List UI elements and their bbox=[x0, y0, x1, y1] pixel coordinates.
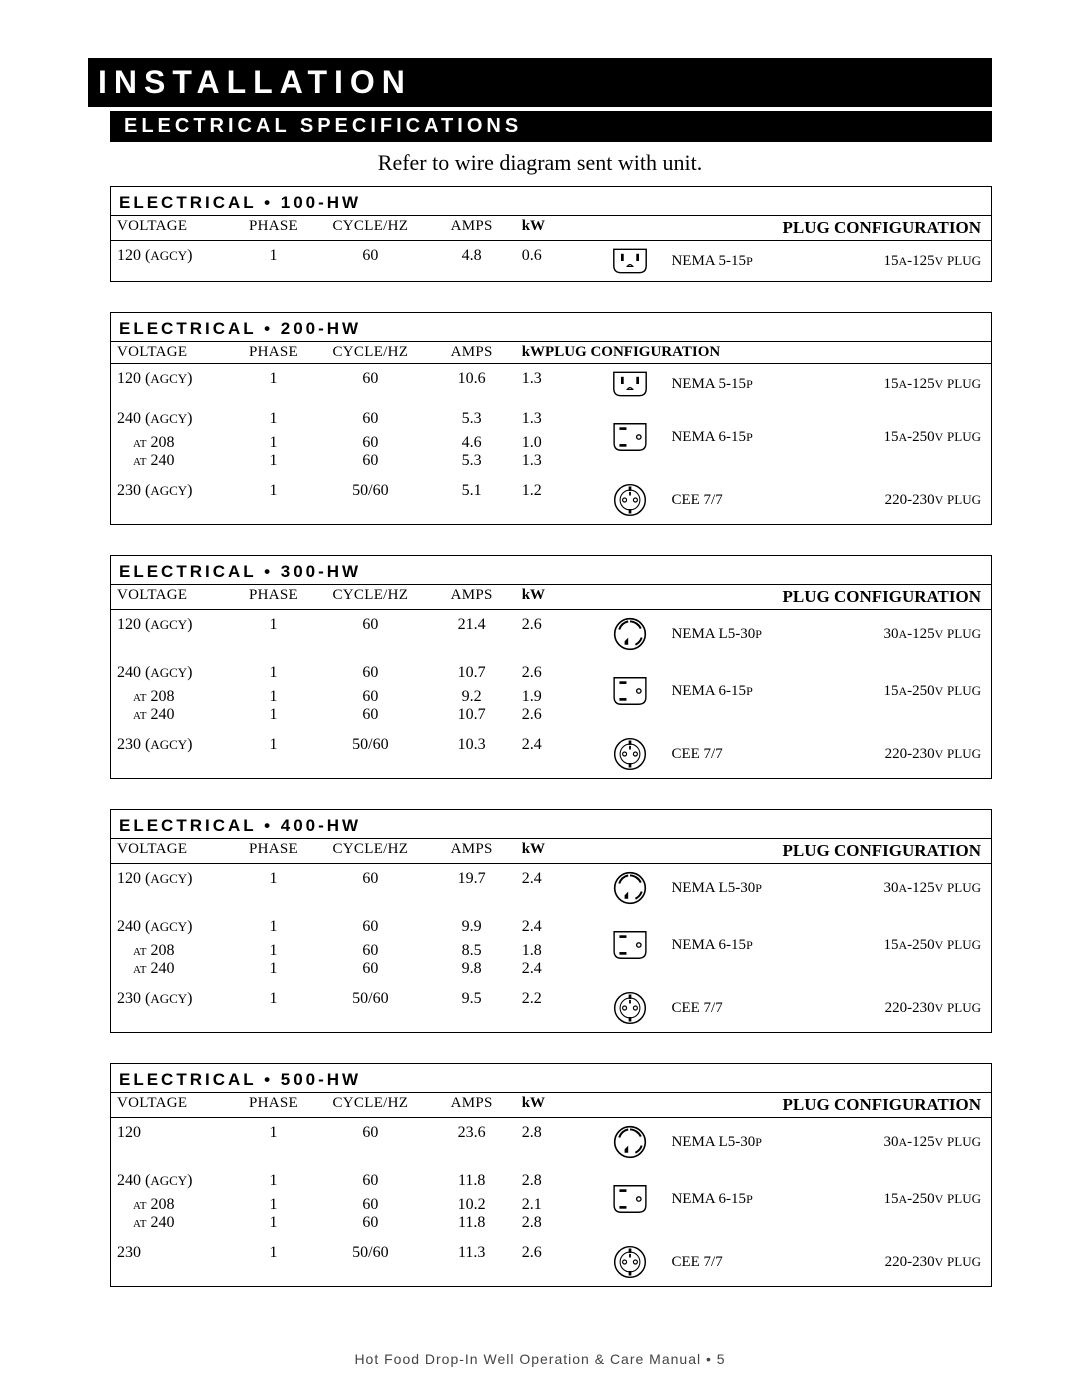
table-title: ELECTRICAL • 300-HW bbox=[111, 556, 992, 585]
nema-6-15p-icon bbox=[612, 930, 648, 960]
spec-table: ELECTRICAL • 200-HWVOLTAGEPHASECYCLE/HZA… bbox=[110, 312, 992, 525]
nema-6-15p-icon bbox=[612, 676, 648, 706]
col-voltage: VOLTAGE bbox=[111, 216, 234, 241]
nema-6-15p-icon bbox=[612, 1184, 648, 1214]
table-row: 230 (AGCY)150/6010.32.4CEE 7/7220-230V P… bbox=[111, 730, 992, 779]
table-title: ELECTRICAL • 100-HW bbox=[111, 187, 992, 216]
col-cycle: CYCLE/HZ bbox=[313, 585, 428, 610]
section-heading: ELECTRICAL SPECIFICATIONS bbox=[110, 111, 992, 142]
nema-l5-30p-icon bbox=[612, 1124, 648, 1160]
nema-l5-30p-icon bbox=[612, 870, 648, 906]
col-plug: PLUG CONFIGURATION bbox=[665, 585, 991, 610]
cee-7-7-icon bbox=[612, 990, 648, 1026]
spec-tables: ELECTRICAL • 100-HWVOLTAGEPHASECYCLE/HZA… bbox=[88, 186, 992, 1287]
table-row: 230150/6011.32.6CEE 7/7220-230V PLUG bbox=[111, 1238, 992, 1287]
spec-table: ELECTRICAL • 400-HWVOLTAGEPHASECYCLE/HZA… bbox=[110, 809, 992, 1033]
col-plug: PLUG CONFIGURATION bbox=[665, 839, 991, 864]
table-row: 230 (AGCY)150/605.11.2CEE 7/7220-230V PL… bbox=[111, 476, 992, 525]
table-row: 120 (AGCY)16021.42.6NEMA L5-30P30A-125V … bbox=[111, 610, 992, 659]
cee-7-7-icon bbox=[612, 736, 648, 772]
col-plug: PLUG CONFIGURATION bbox=[665, 1093, 991, 1118]
col-amps: AMPS bbox=[428, 342, 516, 364]
cee-7-7-icon bbox=[612, 1244, 648, 1280]
col-phase: PHASE bbox=[234, 216, 313, 241]
table-title: ELECTRICAL • 400-HW bbox=[111, 810, 992, 839]
col-kw: kW bbox=[516, 1093, 595, 1118]
col-amps: AMPS bbox=[428, 585, 516, 610]
col-phase: PHASE bbox=[234, 342, 313, 364]
col-cycle: CYCLE/HZ bbox=[313, 1093, 428, 1118]
col-cycle: CYCLE/HZ bbox=[313, 839, 428, 864]
nema-5-15p-icon bbox=[612, 247, 648, 275]
table-title: ELECTRICAL • 200-HW bbox=[111, 313, 992, 342]
col-voltage: VOLTAGE bbox=[111, 585, 234, 610]
note-text: Refer to wire diagram sent with unit. bbox=[88, 150, 992, 176]
table-row: 120 (AGCY)16010.61.3NEMA 5-15P15A-125V P… bbox=[111, 364, 992, 405]
col-phase: PHASE bbox=[234, 1093, 313, 1118]
table-row: 240 (AGCY)1605.31.3NEMA 6-15P15A-250V PL… bbox=[111, 404, 992, 434]
page-heading: INSTALLATION bbox=[88, 58, 992, 107]
table-row: 240 (AGCY)1609.92.4NEMA 6-15P15A-250V PL… bbox=[111, 912, 992, 942]
col-kw: kW bbox=[516, 216, 595, 241]
col-plug: PLUG CONFIGURATION bbox=[665, 216, 991, 241]
col-voltage: VOLTAGE bbox=[111, 839, 234, 864]
col-voltage: VOLTAGE bbox=[111, 342, 234, 364]
col-amps: AMPS bbox=[428, 839, 516, 864]
spec-table: ELECTRICAL • 300-HWVOLTAGEPHASECYCLE/HZA… bbox=[110, 555, 992, 779]
nema-5-15p-icon bbox=[612, 370, 648, 398]
table-row: 230 (AGCY)150/609.52.2CEE 7/7220-230V PL… bbox=[111, 984, 992, 1033]
col-phase: PHASE bbox=[234, 585, 313, 610]
cee-7-7-icon bbox=[612, 482, 648, 518]
col-cycle: CYCLE/HZ bbox=[313, 216, 428, 241]
col-cycle: CYCLE/HZ bbox=[313, 342, 428, 364]
col-amps: AMPS bbox=[428, 1093, 516, 1118]
table-row: 240 (AGCY)16011.82.8NEMA 6-15P15A-250V P… bbox=[111, 1166, 992, 1196]
table-title: ELECTRICAL • 500-HW bbox=[111, 1064, 992, 1093]
table-row: 240 (AGCY)16010.72.6NEMA 6-15P15A-250V P… bbox=[111, 658, 992, 688]
col-kw: kW bbox=[516, 839, 595, 864]
spec-table: ELECTRICAL • 100-HWVOLTAGEPHASECYCLE/HZA… bbox=[110, 186, 992, 282]
table-row: 120 (AGCY)16019.72.4NEMA L5-30P30A-125V … bbox=[111, 864, 992, 913]
page-footer: Hot Food Drop-In Well Operation & Care M… bbox=[0, 1351, 1080, 1367]
table-row: 120 (AGCY)1604.80.6NEMA 5-15P15A-125V PL… bbox=[111, 241, 992, 282]
col-amps: AMPS bbox=[428, 216, 516, 241]
nema-l5-30p-icon bbox=[612, 616, 648, 652]
spec-table: ELECTRICAL • 500-HWVOLTAGEPHASECYCLE/HZA… bbox=[110, 1063, 992, 1287]
table-row: 12016023.62.8NEMA L5-30P30A-125V PLUG bbox=[111, 1118, 992, 1167]
col-phase: PHASE bbox=[234, 839, 313, 864]
col-kw: kW bbox=[516, 585, 595, 610]
nema-6-15p-icon bbox=[612, 422, 648, 452]
col-kw-plug-merged: kWPLUG CONFIGURATION bbox=[516, 342, 992, 364]
col-voltage: VOLTAGE bbox=[111, 1093, 234, 1118]
